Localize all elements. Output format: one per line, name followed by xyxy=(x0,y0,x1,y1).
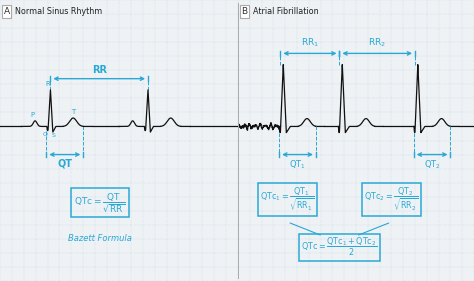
Text: Q: Q xyxy=(43,132,48,137)
Text: $\mathrm{QTc} = \dfrac{\mathrm{QT}}{\sqrt{\mathrm{RR}}}$: $\mathrm{QTc} = \dfrac{\mathrm{QT}}{\sqr… xyxy=(74,191,126,214)
Text: $\mathrm{QTc} = \dfrac{\mathrm{QTc_1} + \mathrm{QTc_2}}{2}$: $\mathrm{QTc} = \dfrac{\mathrm{QTc_1} + … xyxy=(301,236,378,258)
Text: B: B xyxy=(241,7,247,16)
Text: R: R xyxy=(46,81,50,87)
Text: P: P xyxy=(30,112,34,118)
Text: Normal Sinus Rhythm: Normal Sinus Rhythm xyxy=(16,7,103,16)
Text: $\mathrm{RR_1}$: $\mathrm{RR_1}$ xyxy=(301,37,319,49)
Text: Atrial Fibrillation: Atrial Fibrillation xyxy=(253,7,319,16)
Text: Bazett Formula: Bazett Formula xyxy=(68,234,132,243)
Text: S: S xyxy=(52,133,56,138)
Text: $\mathrm{QT_1}$: $\mathrm{QT_1}$ xyxy=(289,159,306,171)
Text: $\mathrm{QTc_1} = \dfrac{\mathrm{QT_1}}{\sqrt{\mathrm{RR_1}}}$: $\mathrm{QTc_1} = \dfrac{\mathrm{QT_1}}{… xyxy=(260,186,315,213)
Text: A: A xyxy=(4,7,9,16)
Text: $\mathrm{QTc_2} = \dfrac{\mathrm{QT_2}}{\sqrt{\mathrm{RR_2}}}$: $\mathrm{QTc_2} = \dfrac{\mathrm{QT_2}}{… xyxy=(365,186,419,213)
Text: QT: QT xyxy=(57,159,73,169)
Text: $\mathrm{QT_2}$: $\mathrm{QT_2}$ xyxy=(424,159,440,171)
Text: $\mathrm{RR_2}$: $\mathrm{RR_2}$ xyxy=(368,37,386,49)
Text: T: T xyxy=(71,109,75,115)
Text: RR: RR xyxy=(92,65,107,75)
